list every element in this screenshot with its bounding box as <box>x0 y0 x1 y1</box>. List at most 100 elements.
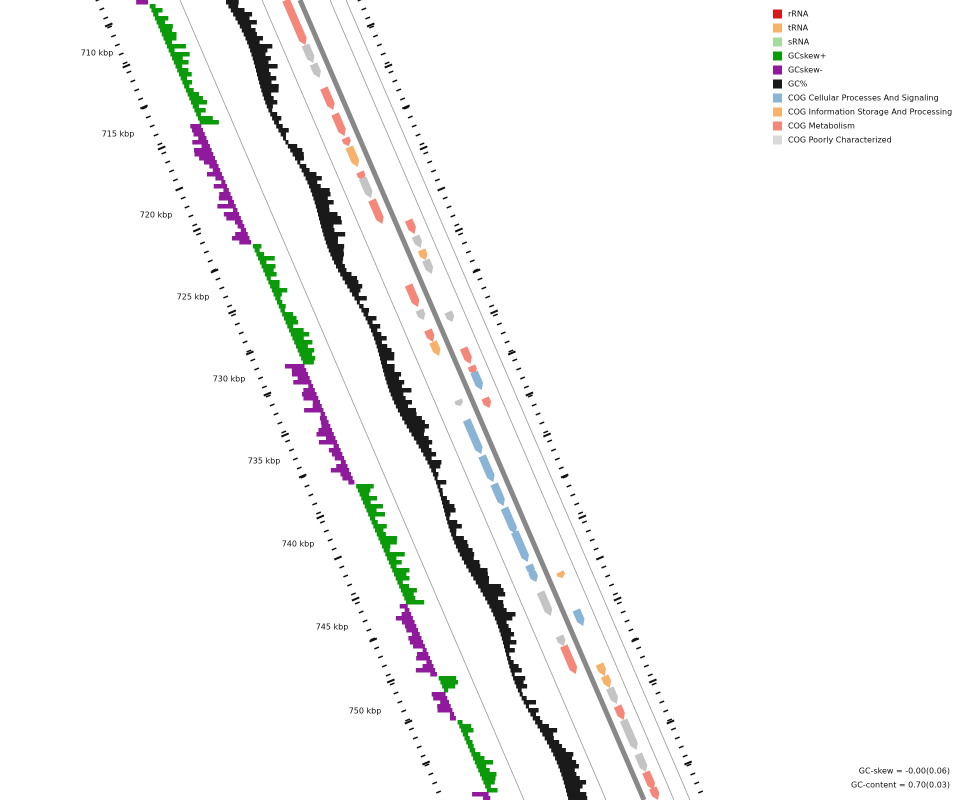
gc-skew-block <box>422 664 434 669</box>
gc-skew-block <box>404 624 417 629</box>
gc-skew-block <box>443 688 449 693</box>
gc-content-block <box>517 688 522 693</box>
backbone <box>297 0 647 800</box>
tick <box>369 25 375 29</box>
tick <box>405 718 411 722</box>
cog-feature <box>454 398 464 406</box>
gc-skew-block <box>182 80 193 85</box>
cog-feature <box>459 346 472 364</box>
tick-label: 730 kbp <box>213 375 246 384</box>
gc-skew-block <box>233 208 238 213</box>
cog-feature <box>556 570 566 578</box>
major-tick <box>210 268 219 274</box>
gc-content-stat: GC-content = 0.70(0.03) <box>851 781 950 790</box>
tick <box>423 151 429 155</box>
gc-skew-block <box>320 412 326 417</box>
cog-feature <box>301 43 315 63</box>
cog-feature <box>606 686 619 704</box>
gc-skew-block <box>364 504 383 509</box>
tracks <box>95 0 704 800</box>
gc-skew-block <box>385 552 405 557</box>
gc-skew-block <box>221 180 226 185</box>
gc-skew-block <box>199 120 219 125</box>
gc-content-block <box>319 216 341 221</box>
tick <box>446 205 452 209</box>
cog-feature <box>331 112 346 136</box>
major-tick <box>401 104 411 110</box>
tick <box>577 511 584 515</box>
gc-content-block <box>416 440 433 445</box>
cog-feature <box>417 248 428 260</box>
tick <box>99 7 105 11</box>
gc-content-block <box>374 336 387 341</box>
gc-skew-stat: GC-skew = -0.00(0.06) <box>859 767 950 776</box>
tick <box>343 574 349 578</box>
tick <box>420 754 426 758</box>
major-tick <box>490 309 499 315</box>
gc-content-block <box>466 564 481 569</box>
major-tick <box>542 432 552 438</box>
tick <box>207 259 213 263</box>
gc-skew-block <box>184 84 190 89</box>
gc-skew-block <box>136 0 148 5</box>
gc-content-block <box>361 308 369 313</box>
gc-skew-block <box>259 260 267 265</box>
gc-content-block <box>568 796 588 800</box>
gc-skew-block <box>303 388 315 393</box>
gc-skew-block <box>399 584 410 589</box>
gc-skew-block <box>218 196 233 201</box>
tick <box>547 439 553 443</box>
gc-content-block <box>379 356 395 361</box>
gc-skew-block <box>381 544 391 549</box>
tick <box>261 385 268 389</box>
gc-skew-block <box>194 152 214 157</box>
gc-skew-block <box>291 368 307 373</box>
gc-content-block <box>445 512 451 517</box>
tick <box>188 214 194 218</box>
gc-content-block <box>375 340 382 345</box>
gc-content-block <box>235 16 250 21</box>
tick <box>643 664 649 668</box>
cog-feature <box>422 258 434 274</box>
gc-content-block <box>333 260 343 265</box>
gc-skew-block <box>472 792 489 797</box>
tick <box>168 169 175 173</box>
major-tick <box>472 268 481 274</box>
tick <box>277 421 283 425</box>
cog-feature <box>411 234 422 248</box>
gc-skew-block <box>160 28 173 33</box>
gc-skew-block <box>348 480 355 485</box>
gc-skew-block <box>153 12 159 17</box>
gc-skew-block <box>192 140 209 145</box>
gc-skew-block <box>234 220 243 225</box>
gc-content-block <box>230 8 245 13</box>
gc-content-block <box>276 124 283 129</box>
tick-label: 725 kbp <box>177 293 210 302</box>
gc-skew-block <box>430 672 437 677</box>
gc-content-block <box>555 756 573 761</box>
gc-content-block <box>363 312 369 317</box>
tick <box>605 574 611 578</box>
tick-label: 720 kbp <box>140 211 173 220</box>
legend-label: GC% <box>788 80 808 89</box>
gc-skew-block <box>395 576 410 581</box>
legend-label: COG Cellular Processes And Signaling <box>788 94 939 103</box>
gc-skew-block <box>417 652 429 657</box>
gc-skew-block <box>319 416 327 421</box>
tick <box>488 304 495 308</box>
tick <box>690 772 696 776</box>
cog-feature <box>467 364 477 374</box>
gc-skew-block <box>161 32 177 37</box>
gc-content-block <box>247 40 260 45</box>
gc-content-block <box>438 488 443 493</box>
gc-content-block <box>338 268 347 273</box>
gc-skew-block <box>483 780 495 785</box>
gc-skew-block <box>404 596 416 601</box>
gc-skew-block <box>223 188 229 193</box>
gc-content-block <box>491 608 507 613</box>
gc-content-block <box>226 0 239 5</box>
tick <box>203 250 209 254</box>
gc-content-block <box>500 632 515 637</box>
gc-content-block <box>539 728 558 733</box>
gc-skew-block <box>473 756 485 761</box>
